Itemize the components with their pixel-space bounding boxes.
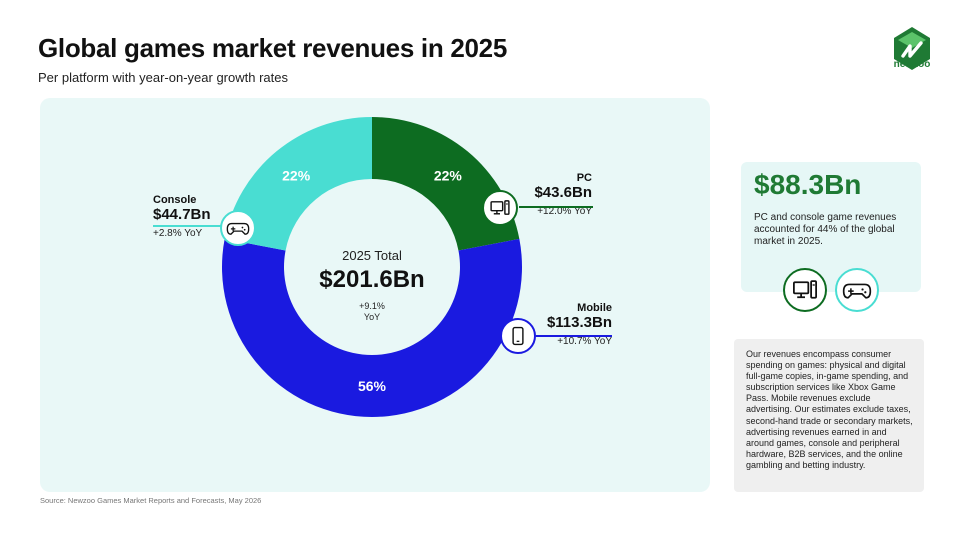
callout-pc-growth: +12.0% YoY — [537, 206, 592, 217]
newzoo-logo-icon — [894, 27, 930, 70]
slice-label-mobile: 56% — [358, 378, 387, 394]
methodology-note-card — [734, 339, 924, 492]
callout-pc: PC $43.6Bn +12.0% YoY — [500, 172, 592, 217]
source-note: Source: Newzoo Games Market Reports and … — [40, 496, 262, 505]
callout-mobile-growth: +10.7% YoY — [557, 336, 612, 347]
center-growth-value: +9.1% — [359, 301, 385, 311]
center-growth-unit: YoY — [363, 312, 381, 322]
highlight-card — [741, 162, 921, 292]
highlight-text: PC and console game revenues accounted f… — [754, 212, 897, 247]
donut-slice-console — [224, 117, 372, 251]
center-total-value: $201.6Bn — [319, 266, 425, 293]
gamepad-icon — [220, 210, 256, 246]
callout-mobile-name: Mobile — [577, 302, 612, 314]
pc-icon — [783, 268, 827, 312]
callout-mobile-value: $113.3Bn — [546, 314, 612, 331]
methodology-note-text: Our revenues encompass consumer spending… — [746, 349, 913, 470]
donut-slice-mobile — [222, 238, 522, 418]
donut-slice-pc — [372, 117, 520, 251]
callout-console-growth: +2.8% YoY — [153, 228, 203, 239]
donut-chart: 22% 56% 22% — [222, 117, 522, 418]
callout-mobile: Mobile $113.3Bn +10.7% YoY — [520, 302, 612, 347]
callout-pc-rule — [519, 206, 593, 208]
center-total-label: 2025 Total — [342, 248, 402, 263]
callout-console-rule — [153, 225, 223, 227]
mobile-icon — [500, 318, 536, 354]
slice-label-pc: 22% — [434, 167, 463, 183]
logo-wordmark: newzoo — [893, 59, 931, 70]
center-total-growth: +9.1% YoY — [322, 301, 422, 323]
gamepad-icon — [835, 268, 879, 312]
slice-label-console: 22% — [282, 167, 311, 183]
page-subtitle: Per platform with year-on-year growth ra… — [38, 70, 288, 85]
callout-console-name: Console — [153, 194, 197, 206]
pc-icon — [482, 190, 518, 226]
callout-pc-value: $43.6Bn — [534, 184, 592, 201]
page-title: Global games market revenues in 2025 — [38, 33, 507, 63]
callout-console-value: $44.7Bn — [153, 206, 211, 223]
highlight-value: $88.3Bn — [754, 169, 862, 200]
callout-console: Console $44.7Bn +2.8% YoY — [153, 194, 243, 239]
callout-mobile-rule — [536, 335, 612, 337]
callout-pc-name: PC — [576, 172, 592, 184]
